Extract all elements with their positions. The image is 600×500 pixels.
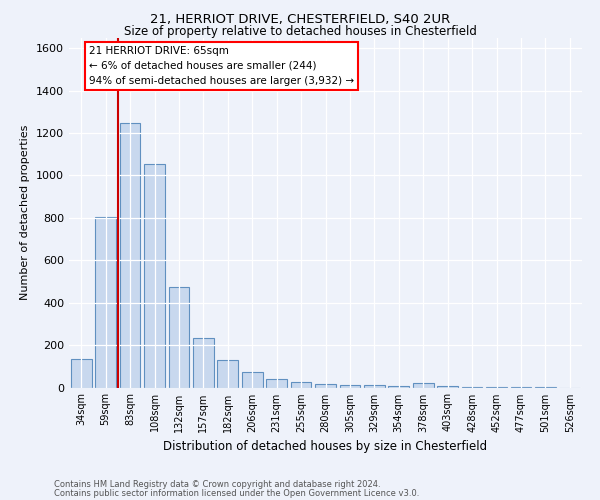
Bar <box>315 384 336 388</box>
Text: 21 HERRIOT DRIVE: 65sqm
← 6% of detached houses are smaller (244)
94% of semi-de: 21 HERRIOT DRIVE: 65sqm ← 6% of detached… <box>89 46 354 86</box>
Bar <box>413 384 434 388</box>
Text: Contains HM Land Registry data © Crown copyright and database right 2024.: Contains HM Land Registry data © Crown c… <box>54 480 380 489</box>
Bar <box>364 386 385 388</box>
Bar <box>437 386 458 388</box>
Y-axis label: Number of detached properties: Number of detached properties <box>20 125 31 300</box>
X-axis label: Distribution of detached houses by size in Chesterfield: Distribution of detached houses by size … <box>163 440 488 453</box>
Bar <box>340 385 361 388</box>
Bar <box>144 164 165 388</box>
Bar <box>266 378 287 388</box>
Bar <box>169 286 190 388</box>
Bar <box>71 359 92 388</box>
Bar <box>95 216 116 388</box>
Bar <box>461 387 482 388</box>
Bar <box>119 124 140 388</box>
Bar <box>193 338 214 388</box>
Text: Size of property relative to detached houses in Chesterfield: Size of property relative to detached ho… <box>124 25 476 38</box>
Bar <box>388 386 409 388</box>
Bar <box>217 360 238 388</box>
Text: 21, HERRIOT DRIVE, CHESTERFIELD, S40 2UR: 21, HERRIOT DRIVE, CHESTERFIELD, S40 2UR <box>150 12 450 26</box>
Bar <box>290 382 311 388</box>
Bar <box>242 372 263 388</box>
Text: Contains public sector information licensed under the Open Government Licence v3: Contains public sector information licen… <box>54 490 419 498</box>
